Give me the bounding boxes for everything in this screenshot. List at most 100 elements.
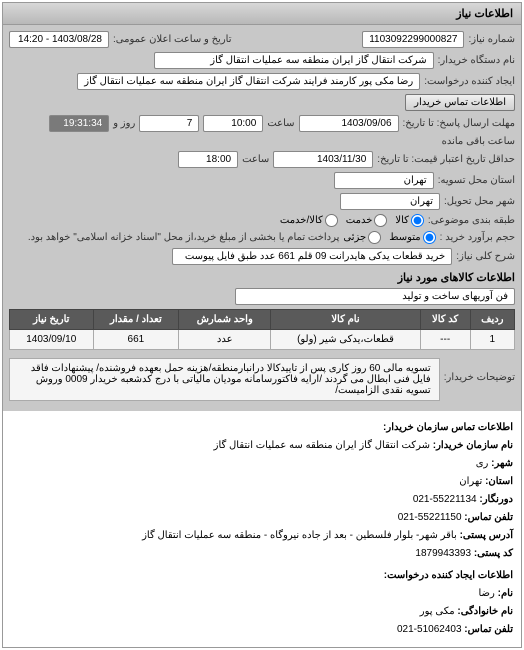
cell-unit: عدد	[179, 330, 271, 350]
panel-body: شماره نیاز: 1103092299000827 تاریخ و ساع…	[3, 25, 521, 411]
radio-medium[interactable]: متوسط	[389, 231, 435, 244]
deadline-hours: 19:31:34	[49, 115, 109, 132]
creator-family: نام خانوادگی: مکی پور	[11, 603, 513, 621]
row-goods-category: فن آوریهای ساخت و تولید	[9, 288, 515, 305]
goods-category-value: فن آوریهای ساخت و تولید	[235, 288, 515, 305]
radio-minor-input[interactable]	[368, 231, 381, 244]
contact-province: استان: تهران	[11, 473, 513, 491]
row-request-number: شماره نیاز: 1103092299000827 تاریخ و ساع…	[9, 31, 515, 48]
radio-medium-input[interactable]	[423, 231, 436, 244]
deadline-days: 7	[139, 115, 199, 132]
goods-table: ردیف کد کالا نام کالا واحد شمارش تعداد /…	[9, 309, 515, 350]
contact-province-label: استان:	[485, 476, 513, 487]
deadline-remaining-label: ساعت باقی مانده	[442, 136, 515, 147]
contact-phone: تلفن تماس: 55221150-021	[11, 509, 513, 527]
deadline-time: 10:00	[203, 115, 263, 132]
contact-phone-value: 55221150-021	[398, 512, 462, 523]
contact-address-value: باقر شهر- بلوار فلسطین - بعد از جاده نیر…	[142, 530, 457, 541]
radio-minor[interactable]: جزئی	[343, 231, 381, 244]
contact-address: آدرس پستی: باقر شهر- بلوار فلسطین - بعد …	[11, 527, 513, 545]
contact-city: شهر: ری	[11, 455, 513, 473]
creator-name-value: رضا	[478, 588, 494, 599]
goods-section-title: اطلاعات کالاهای مورد نیاز	[9, 271, 515, 284]
contact-title: اطلاعات تماس سازمان خریدار:	[11, 419, 513, 437]
validity-time: 18:00	[178, 151, 238, 168]
creator-label: ایجاد کننده درخواست:	[424, 76, 515, 87]
col-code: کد کالا	[420, 310, 470, 330]
contact-postal-label: کد پستی:	[474, 548, 513, 559]
cell-date: 1403/09/10	[10, 330, 94, 350]
radio-kala[interactable]: کالا	[395, 214, 424, 227]
col-date: تاریخ نیاز	[10, 310, 94, 330]
row-buyer-org: نام دستگاه خریدار: شرکت انتقال گاز ایران…	[9, 52, 515, 69]
col-name: نام کالا	[271, 310, 421, 330]
deadline-days-label: روز و	[113, 118, 135, 129]
row-province: استان محل تسویه: تهران	[9, 172, 515, 189]
col-unit: واحد شمارش	[179, 310, 271, 330]
contact-buyer-button[interactable]: اطلاعات تماس خریدار	[405, 94, 515, 111]
creator-family-value: مکی پور	[420, 606, 455, 617]
col-qty: تعداد / مقدار	[93, 310, 179, 330]
creator-phone-value: 51062403-021	[397, 624, 462, 635]
radio-both[interactable]: کالا/خدمت	[280, 214, 338, 227]
validity-time-label: ساعت	[242, 154, 269, 165]
contact-fax: دورنگار: 55221134-021	[11, 491, 513, 509]
contact-org-label: نام سازمان خریدار:	[433, 440, 513, 451]
radio-service-label: خدمت	[346, 215, 373, 226]
creator-name-label: نام:	[498, 588, 513, 599]
announce-label: تاریخ و ساعت اعلان عمومی:	[113, 34, 232, 45]
volume-radios: متوسط جزئی	[343, 231, 435, 244]
package-type-radios: کالا خدمت کالا/خدمت	[280, 214, 424, 227]
contact-phone-label: تلفن تماس:	[464, 512, 513, 523]
deadline-label: مهلت ارسال پاسخ: تا تاریخ:	[403, 118, 515, 129]
contact-org-value: شرکت انتقال گاز ایران منطقه سه عملیات ان…	[214, 440, 430, 451]
radio-both-label: کالا/خدمت	[280, 215, 323, 226]
volume-label: حجم برآورد خرید :	[440, 232, 515, 243]
cell-code: ---	[420, 330, 470, 350]
creator-phone-label: تلفن تماس:	[464, 624, 513, 635]
table-row: 1 --- قطعات،یدکی شیر (ولو) عدد 661 1403/…	[10, 330, 515, 350]
creator-value: رضا مکی پور کارمند فرایند شرکت انتقال گا…	[77, 73, 420, 90]
contact-city-label: شهر:	[491, 458, 513, 469]
radio-service-input[interactable]	[374, 214, 387, 227]
cell-qty: 661	[93, 330, 179, 350]
general-desc-value: خرید قطعات یدکی هایدرانت 09 قلم 661 عدد …	[172, 248, 452, 265]
row-deadline: مهلت ارسال پاسخ: تا تاریخ: 1403/09/06 سا…	[9, 115, 515, 147]
city-label: شهر محل تحویل:	[444, 196, 515, 207]
buyer-note-label: توضیحات خریدار:	[444, 372, 515, 383]
deadline-date: 1403/09/06	[299, 115, 399, 132]
cell-row: 1	[470, 330, 514, 350]
contact-org: نام سازمان خریدار: شرکت انتقال گاز ایران…	[11, 437, 513, 455]
radio-kala-input[interactable]	[411, 214, 424, 227]
buyer-note-value: تسویه مالی 60 روز کاری پس از تاییدکالا د…	[9, 358, 440, 401]
contact-postal-value: 1879943393	[415, 548, 471, 559]
buyer-org-value: شرکت انتقال گاز ایران منطقه سه عملیات ان…	[154, 52, 434, 69]
row-buyer-note: توضیحات خریدار: تسویه مالی 60 روز کاری پ…	[9, 354, 515, 401]
creator-family-label: نام خانوادگی:	[457, 606, 513, 617]
city-value: تهران	[340, 193, 440, 210]
creator-title: اطلاعات ایجاد کننده درخواست:	[11, 567, 513, 585]
contact-fax-value: 55221134-021	[413, 494, 477, 505]
row-creator: ایجاد کننده درخواست: رضا مکی پور کارمند …	[9, 73, 515, 111]
cell-name: قطعات،یدکی شیر (ولو)	[271, 330, 421, 350]
province-label: استان محل تسویه:	[438, 175, 515, 186]
row-city: شهر محل تحویل: تهران	[9, 193, 515, 210]
col-row: ردیف	[470, 310, 514, 330]
radio-service[interactable]: خدمت	[346, 214, 388, 227]
deadline-time-label: ساعت	[267, 118, 294, 129]
creator-phone: تلفن تماس: 51062403-021	[11, 621, 513, 639]
contact-fax-label: دورنگار:	[479, 494, 513, 505]
radio-minor-label: جزئی	[343, 232, 366, 243]
province-value: تهران	[334, 172, 434, 189]
row-volume: حجم برآورد خرید : متوسط جزئی پرداخت تمام…	[9, 231, 515, 244]
request-number-value: 1103092299000827	[362, 31, 464, 48]
table-header-row: ردیف کد کالا نام کالا واحد شمارش تعداد /…	[10, 310, 515, 330]
package-type-label: طبقه بندی موضوعی:	[428, 215, 515, 226]
radio-kala-label: کالا	[395, 215, 409, 226]
contact-postal: کد پستی: 1879943393	[11, 545, 513, 563]
radio-medium-label: متوسط	[389, 232, 420, 243]
row-general-desc: شرح کلی نیاز: خرید قطعات یدکی هایدرانت 0…	[9, 248, 515, 265]
validity-date: 1403/11/30	[273, 151, 373, 168]
row-validity: حداقل تاریخ اعتبار قیمت: تا تاریخ: 1403/…	[9, 151, 515, 168]
radio-both-input[interactable]	[325, 214, 338, 227]
